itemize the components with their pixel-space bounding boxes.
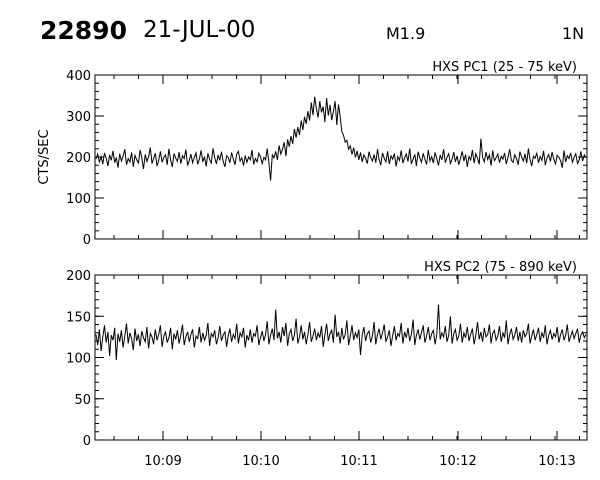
hxs-pc2-xtick-label: 10:10 xyxy=(242,454,279,469)
hxs-pc1-axes: 0 100 200 300 400 xyxy=(66,69,587,248)
hxs-pc2-ytick-label: 200 xyxy=(66,269,91,284)
hxs-pc2-ytick-label: 150 xyxy=(66,310,91,325)
hxs-pc1-ytick-label: 200 xyxy=(66,151,91,166)
event-id: 22890 xyxy=(40,16,127,45)
hxs-pc1-ylabel: CTS/SEC xyxy=(37,129,52,184)
hxs-pc1-ytick-label: 0 xyxy=(83,233,91,248)
hxs-pc2-xtick-label: 10:13 xyxy=(538,454,575,469)
hxs-pc2-xtick-label: 10:09 xyxy=(144,454,181,469)
hxs-pc1-title: HXS PC1 (25 - 75 keV) xyxy=(432,60,577,75)
hxs-pc2-ytick-label: 100 xyxy=(66,352,91,367)
hxs-pc2-panel: HXS PC2 (75 - 890 keV) 0 50 100 150 200 10:09… xyxy=(66,260,588,469)
hxs-pc2-title: HXS PC2 (75 - 890 keV) xyxy=(424,260,577,275)
hxs-pc1-frame xyxy=(94,74,588,240)
hxs-pc1-ytick-label: 100 xyxy=(66,192,91,207)
flare-location: 1N xyxy=(562,24,585,43)
hxs-pc1-panel: HXS PC1 (25 - 75 keV) CTS/SEC 0 100 200 300… xyxy=(37,60,588,248)
hxs-pc2-frame xyxy=(94,274,588,441)
flare-class: M1.9 xyxy=(386,24,426,43)
hxs-pc2-axes: 0 50 100 150 200 10:09 10:10 10:11 10:12 10:13 xyxy=(66,269,587,469)
hxs-pc2-ytick-label: 0 xyxy=(83,434,91,449)
hxs-pc1-ytick-label: 400 xyxy=(66,69,91,84)
hxs-pc2-ytick-label: 50 xyxy=(74,393,91,408)
event-date: 21-JUL-00 xyxy=(143,17,256,43)
hxs-pc2-xtick-label: 10:12 xyxy=(439,454,476,469)
hxs-pc1-ytick-label: 300 xyxy=(66,110,91,125)
hxs-pc1-series-line xyxy=(95,96,587,181)
hxs-pc2-xtick-label: 10:11 xyxy=(340,454,377,469)
hxs-pc2-series-line xyxy=(95,304,587,361)
